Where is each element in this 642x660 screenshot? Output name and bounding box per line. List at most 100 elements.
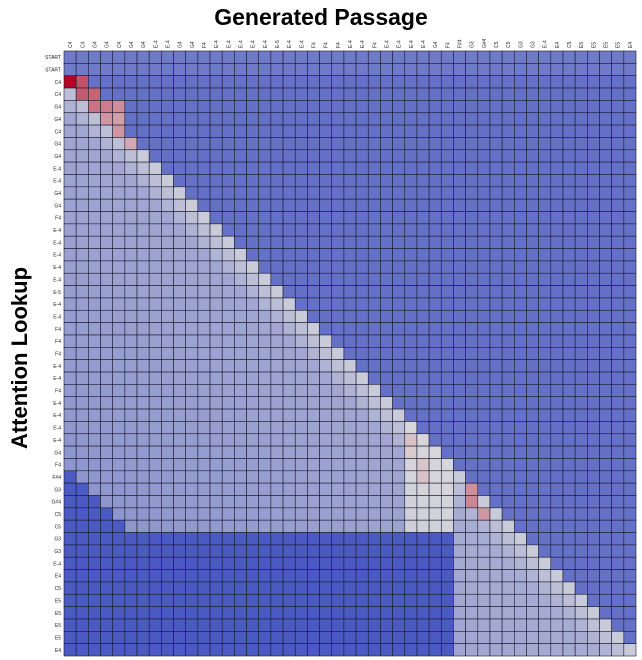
heatmap-cell: [63, 63, 77, 76]
heatmap-cell: [161, 50, 174, 64]
heatmap-cell: [258, 482, 272, 496]
heatmap-cell: [161, 458, 174, 472]
heatmap-cell: [440, 100, 454, 114]
heatmap-cell: [392, 75, 406, 89]
heatmap-cell: [88, 631, 101, 644]
heatmap-cell: [453, 519, 466, 533]
heatmap-cell: [136, 507, 150, 521]
heatmap-cell: [270, 593, 284, 607]
heatmap-cell: [270, 198, 284, 212]
heatmap-cell: [562, 482, 576, 496]
heatmap-cell: [161, 433, 174, 447]
heatmap-cell: [538, 50, 552, 64]
heatmap-cell: [355, 161, 369, 175]
heatmap-cell: [282, 606, 296, 620]
heatmap-cell: [513, 544, 527, 558]
heatmap-cell: [307, 198, 320, 212]
heatmap-cell: [343, 359, 357, 373]
heatmap-cell: [100, 445, 113, 459]
heatmap-cell: [136, 235, 150, 249]
heatmap-cell: [404, 87, 418, 101]
heatmap-cell: [246, 371, 260, 385]
heatmap-cell: [161, 63, 174, 76]
heatmap-cell: [477, 149, 491, 163]
heatmap-cell: [197, 359, 211, 373]
heatmap-cell: [380, 618, 393, 632]
heatmap-cell: [453, 309, 466, 323]
heatmap-cell: [343, 174, 357, 188]
heatmap-cell: [294, 248, 308, 262]
heatmap-cell: [161, 519, 174, 533]
heatmap-cell: [124, 63, 138, 76]
y-tick-label: G4: [54, 450, 61, 456]
heatmap-cell: [477, 124, 491, 138]
heatmap-cell: [197, 371, 211, 385]
heatmap-cell: [343, 371, 357, 385]
heatmap-cell: [453, 507, 466, 521]
heatmap-cell: [246, 87, 260, 101]
heatmap-cell: [623, 322, 637, 336]
heatmap-cell: [380, 581, 393, 595]
heatmap-cell: [258, 223, 272, 237]
heatmap-cell: [173, 347, 187, 360]
heatmap-cell: [611, 137, 625, 151]
heatmap-cell: [307, 211, 320, 225]
heatmap-cell: [574, 359, 588, 373]
heatmap-cell: [136, 495, 150, 509]
heatmap-cell: [136, 149, 150, 163]
heatmap-cell: [599, 309, 612, 323]
heatmap-cell: [319, 458, 333, 472]
heatmap-cell: [611, 50, 625, 64]
heatmap-cell: [148, 606, 162, 620]
heatmap-cell: [270, 359, 284, 373]
heatmap-cell: [307, 112, 320, 126]
heatmap-cell: [513, 285, 527, 299]
heatmap-cell: [173, 260, 187, 274]
heatmap-cell: [562, 347, 576, 360]
heatmap-cell: [440, 631, 454, 644]
heatmap-cell: [501, 87, 515, 101]
heatmap-cell: [331, 50, 345, 64]
heatmap-cell: [124, 285, 138, 299]
heatmap-cell: [270, 458, 284, 472]
heatmap-cell: [331, 186, 345, 200]
heatmap-cell: [209, 519, 223, 533]
heatmap-cell: [453, 593, 466, 607]
heatmap-cell: [63, 371, 77, 385]
heatmap-cell: [319, 100, 333, 114]
heatmap-cell: [307, 396, 320, 410]
heatmap-cell: [404, 408, 418, 422]
heatmap-cell: [63, 606, 77, 620]
heatmap-cell: [282, 421, 296, 435]
heatmap-cell: [562, 433, 576, 447]
heatmap-cell: [197, 248, 211, 262]
heatmap-cell: [538, 470, 552, 484]
heatmap-cell: [392, 408, 406, 422]
heatmap-cell: [367, 161, 381, 175]
heatmap-cell: [185, 149, 199, 163]
heatmap-cell: [513, 161, 527, 175]
heatmap-cell: [562, 124, 576, 138]
heatmap-cell: [148, 408, 162, 422]
heatmap-cell: [440, 334, 454, 348]
heatmap-cell: [173, 63, 187, 76]
heatmap-cell: [112, 87, 126, 101]
heatmap-cell: [173, 433, 187, 447]
heatmap-cell: [513, 408, 527, 422]
heatmap-cell: [513, 124, 527, 138]
heatmap-cell: [562, 458, 576, 472]
heatmap-cell: [307, 433, 320, 447]
heatmap-cell: [63, 470, 77, 484]
heatmap-cell: [367, 421, 381, 435]
heatmap-cell: [307, 507, 320, 521]
heatmap-cell: [623, 347, 637, 360]
heatmap-cell: [416, 359, 430, 373]
heatmap-cell: [270, 297, 284, 311]
heatmap-cell: [270, 309, 284, 323]
heatmap-cell: [173, 507, 187, 521]
heatmap-cell: [75, 297, 89, 311]
heatmap-cell: [234, 50, 247, 64]
heatmap-cell: [538, 137, 552, 151]
heatmap-cell: [465, 482, 479, 496]
heatmap-cell: [100, 384, 113, 398]
